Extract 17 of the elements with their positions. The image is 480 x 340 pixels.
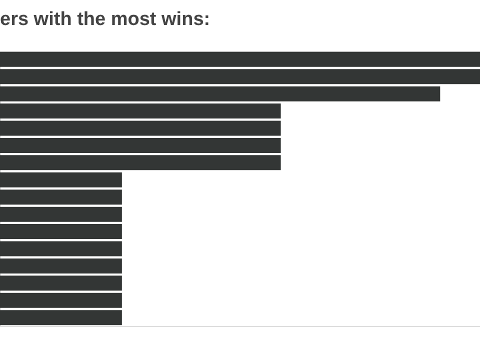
bar xyxy=(0,224,122,240)
bar xyxy=(0,310,122,326)
bar xyxy=(0,52,480,67)
chart-title: ers with the most wins: xyxy=(0,9,210,30)
bar xyxy=(0,276,122,291)
bar xyxy=(0,190,122,205)
bar xyxy=(0,69,480,84)
bar xyxy=(0,258,122,274)
bar xyxy=(0,86,440,102)
bar xyxy=(0,292,122,308)
bar xyxy=(0,241,122,256)
bar xyxy=(0,138,281,153)
bar xyxy=(0,120,281,136)
bar xyxy=(0,206,122,222)
bar xyxy=(0,104,281,119)
bar xyxy=(0,155,281,170)
bar xyxy=(0,172,122,188)
